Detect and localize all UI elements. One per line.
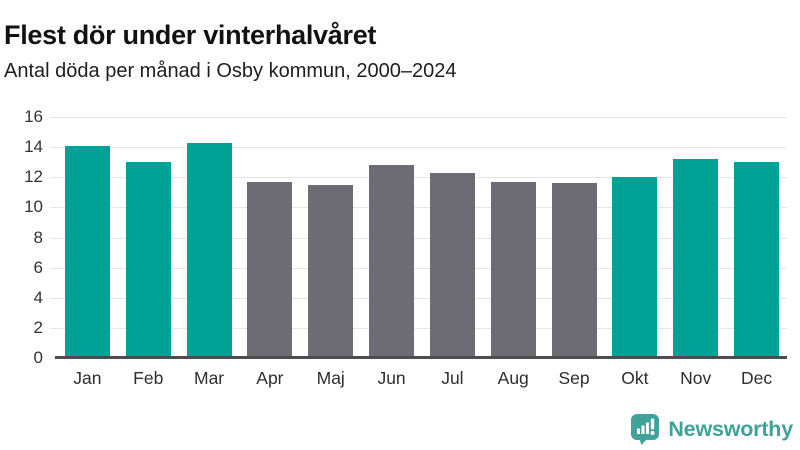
gridline-12: [50, 177, 787, 179]
bar-slot-dec: [726, 117, 787, 358]
gridline-10: [50, 207, 787, 209]
y-axis-labels: 0 2 4 6 8 10 12 14 16: [0, 107, 43, 367]
brand-name: Newsworthy: [668, 416, 793, 441]
gridline-6: [50, 267, 787, 269]
bar-slot-sep: [544, 117, 605, 358]
x-tick-label-jun: Jun: [377, 368, 406, 388]
gridline-16: [50, 117, 787, 118]
x-axis-line: [55, 356, 787, 359]
bar-sep: [551, 183, 597, 358]
x-tick-label-sep: Sep: [558, 368, 590, 388]
x-tick-label-mar: Mar: [194, 368, 225, 388]
bar-slot-mar: [179, 117, 240, 358]
y-tick-label-4: 4: [33, 287, 43, 307]
chart-title: Flest dör under vinterhalvåret: [4, 20, 377, 51]
y-tick-label-2: 2: [33, 317, 43, 337]
x-tick-label-maj: Maj: [316, 368, 345, 388]
bar-jan: [64, 145, 110, 358]
gridline-8: [50, 237, 787, 239]
bar-aug: [490, 181, 536, 358]
x-tick-label-apr: Apr: [256, 368, 284, 388]
y-tick-label-8: 8: [33, 227, 43, 247]
gridline-4: [50, 297, 787, 299]
y-tick-label-10: 10: [24, 197, 43, 217]
y-tick-label-16: 16: [24, 107, 43, 126]
bar-jul: [429, 172, 475, 358]
bar-jun: [369, 165, 415, 358]
bar-apr: [247, 181, 293, 358]
gridline-14: [50, 147, 787, 149]
x-tick-label-nov: Nov: [680, 368, 712, 388]
gridline-2: [50, 327, 787, 329]
bar-slot-okt: [604, 117, 665, 358]
bar-okt: [612, 177, 658, 358]
brand-footer: Newsworthy: [630, 413, 793, 445]
x-tick-label-dec: Dec: [740, 368, 773, 388]
y-tick-label-14: 14: [24, 137, 43, 157]
x-tick-label-feb: Feb: [133, 368, 164, 388]
bar-slot-jul: [422, 117, 483, 358]
bar-mar: [186, 142, 232, 358]
bar-maj: [308, 184, 354, 358]
x-tick-label-jul: Jul: [441, 368, 464, 388]
x-tick-label-okt: Okt: [621, 368, 649, 388]
y-tick-label-0: 0: [33, 348, 43, 367]
bar-slot-feb: [118, 117, 179, 358]
bar-slot-maj: [300, 117, 361, 358]
bar-nov: [673, 159, 719, 358]
y-tick-label-6: 6: [33, 257, 43, 277]
bar-slot-jun: [361, 117, 422, 358]
bar-dec: [734, 162, 780, 358]
newsworthy-logo-icon: [630, 413, 660, 445]
x-axis-labels: Jan Feb Mar Apr Maj Jun Jul Aug Sep Okt Nov Dec: [57, 368, 787, 389]
bar-slot-jan: [57, 117, 118, 358]
gridlines: [50, 117, 787, 358]
bar-slot-nov: [665, 117, 726, 358]
bar-slot-apr: [239, 117, 300, 358]
y-tick-label-12: 12: [24, 167, 43, 187]
bars: [57, 117, 787, 358]
bar-slot-aug: [483, 117, 544, 358]
chart-subtitle: Antal döda per månad i Osby kommun, 2000…: [4, 60, 457, 82]
x-tick-label-jan: Jan: [73, 368, 102, 388]
bar-feb: [125, 162, 171, 358]
x-tick-label-aug: Aug: [497, 368, 529, 388]
